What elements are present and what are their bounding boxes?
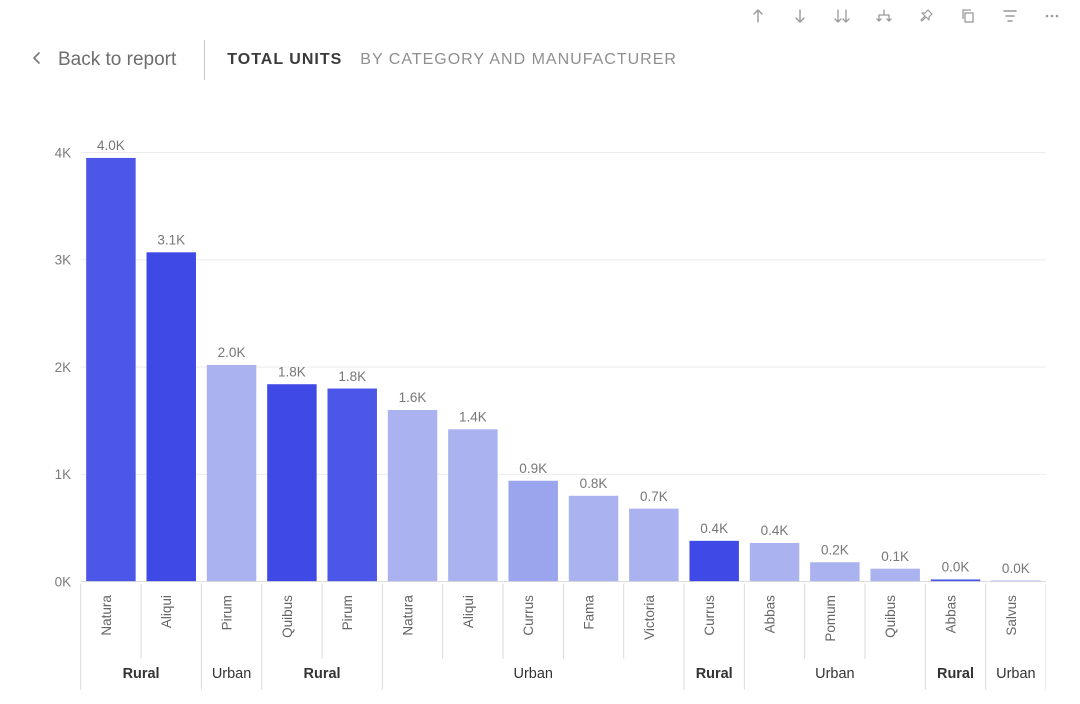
manufacturer-label: Salvus: [1004, 595, 1019, 636]
bar-value-label: 1.8K: [278, 365, 306, 380]
bar-value-label: 0.4K: [761, 523, 789, 538]
bar[interactable]: [569, 496, 618, 582]
copy-icon[interactable]: [958, 6, 978, 26]
bar[interactable]: [689, 541, 738, 582]
manufacturer-label: Victoria: [642, 595, 657, 640]
bar-chart: 0K 1K 2K 3K 4K 4.0K 3.1K 2.0K 1.8K 1.8K 1.6K 1.4K 0.…: [46, 108, 1046, 588]
bar-value-label: 1.4K: [459, 410, 487, 425]
manufacturer-label: Natura: [99, 595, 114, 636]
bar[interactable]: [207, 365, 256, 582]
bar-value-label: 0.9K: [519, 461, 547, 476]
svg-text:0K: 0K: [55, 574, 72, 589]
category-label: Rural: [696, 666, 733, 682]
back-label: Back to report: [58, 49, 176, 71]
manufacturer-label: Abbas: [944, 595, 959, 634]
expand-fork-icon[interactable]: [874, 6, 894, 26]
manufacturer-label: Pirum: [340, 595, 355, 630]
manufacturer-label: Abbas: [763, 595, 778, 634]
category-label: Urban: [513, 666, 552, 682]
category-label: Rural: [123, 666, 160, 682]
filter-icon[interactable]: [1000, 6, 1020, 26]
category-label: Urban: [212, 666, 251, 682]
manufacturer-label: Quibus: [280, 595, 295, 638]
bar[interactable]: [267, 384, 316, 581]
pin-icon[interactable]: [916, 6, 936, 26]
bar-value-label: 0.4K: [700, 521, 728, 536]
more-icon[interactable]: [1042, 6, 1062, 26]
double-arrow-down-icon[interactable]: [832, 6, 852, 26]
bar[interactable]: [448, 429, 497, 581]
header-divider: [204, 40, 205, 80]
bar-value-label: 4.0K: [97, 138, 125, 153]
category-label: Rural: [937, 666, 974, 682]
svg-text:2K: 2K: [55, 360, 72, 375]
bar[interactable]: [750, 543, 799, 582]
bar-value-label: 0.2K: [821, 543, 849, 558]
bar[interactable]: [870, 569, 919, 582]
manufacturer-label: Pomum: [823, 595, 838, 642]
bar-value-label: 1.6K: [399, 390, 427, 405]
bar-value-label: 1.8K: [338, 369, 366, 384]
bar-value-label: 0.7K: [640, 489, 668, 504]
manufacturer-label: Aliqui: [461, 595, 476, 628]
back-to-report-button[interactable]: Back to report: [30, 49, 176, 71]
manufacturer-label: Quibus: [883, 595, 898, 638]
bar[interactable]: [327, 389, 376, 582]
manufacturer-label: Pirum: [220, 595, 235, 630]
bar[interactable]: [388, 410, 437, 582]
arrow-up-icon[interactable]: [748, 6, 768, 26]
arrow-down-icon[interactable]: [790, 6, 810, 26]
bar-value-label: 0.0K: [942, 560, 970, 575]
bar-value-label: 0.0K: [1002, 561, 1030, 576]
bar-value-label: 2.0K: [218, 345, 246, 360]
category-label: Rural: [304, 666, 341, 682]
category-label: Urban: [815, 666, 854, 682]
svg-text:3K: 3K: [55, 253, 72, 268]
bar-value-label: 0.8K: [580, 476, 608, 491]
report-header: Back to report TOTAL UNITS BY CATEGORY A…: [30, 40, 1050, 80]
title-secondary: BY CATEGORY AND MANUFACTURER: [360, 51, 677, 69]
title-primary: TOTAL UNITS: [227, 51, 342, 69]
visual-toolbar: [748, 6, 1062, 26]
bar[interactable]: [629, 509, 678, 582]
category-label: Urban: [996, 666, 1035, 682]
bar[interactable]: [810, 562, 859, 581]
svg-text:4K: 4K: [55, 145, 72, 160]
manufacturer-label: Currus: [702, 595, 717, 636]
manufacturer-label: Natura: [401, 595, 416, 636]
manufacturer-label: Fama: [582, 595, 597, 630]
manufacturer-label: Aliqui: [159, 595, 174, 628]
bar[interactable]: [147, 252, 196, 581]
bar[interactable]: [86, 158, 135, 582]
manufacturer-label: Currus: [521, 595, 536, 636]
svg-text:1K: 1K: [55, 467, 72, 482]
bar-value-label: 3.1K: [157, 233, 185, 248]
bar[interactable]: [508, 481, 557, 582]
chevron-left-icon: [30, 51, 44, 70]
bar-value-label: 0.1K: [881, 549, 909, 564]
